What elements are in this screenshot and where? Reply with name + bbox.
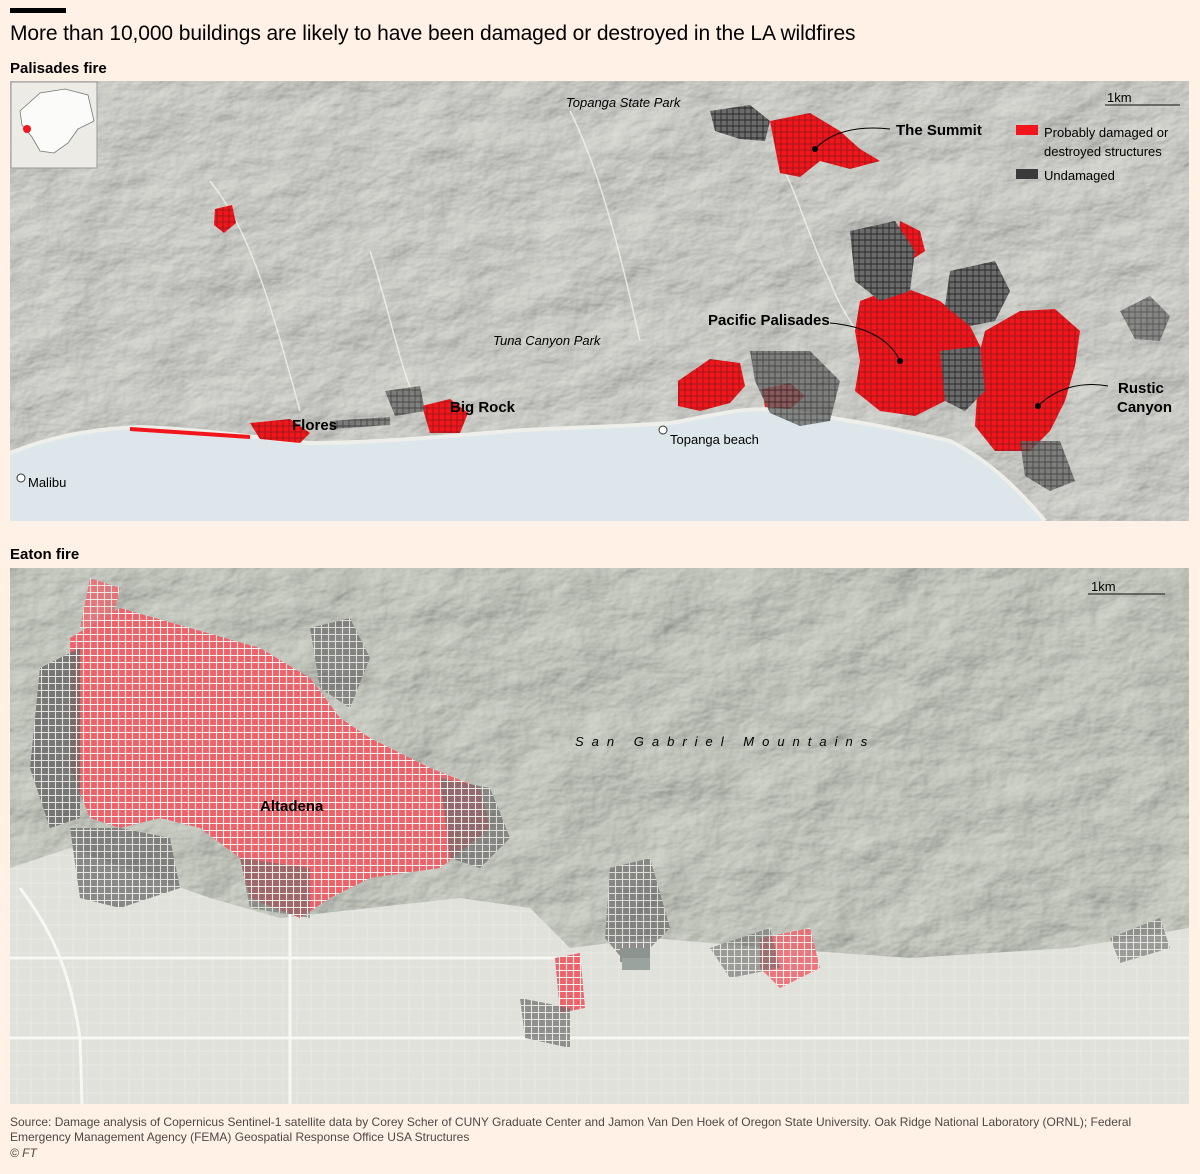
credit: © FT [10, 1146, 37, 1160]
legend-damaged-label-2: destroyed structures [1044, 144, 1162, 159]
rustic-canyon-marker [1035, 403, 1041, 409]
damaged-structures-eaton [70, 578, 820, 1013]
topanga-state-park-label: Topanga State Park [566, 95, 682, 110]
pacific-palisades-marker [897, 358, 903, 364]
place-label-the-summit: The Summit [896, 122, 982, 139]
place-label-big-rock: Big Rock [450, 399, 516, 416]
page-title: More than 10,000 buildings are likely to… [10, 22, 856, 45]
place-label-flores: Flores [292, 417, 337, 434]
place-label-canyon: Canyon [1117, 399, 1172, 416]
rustic-canyon-leader [1037, 384, 1109, 407]
legend-undamaged-label: Undamaged [1044, 168, 1115, 183]
legend-undamaged-swatch [1016, 169, 1038, 179]
pacific-palisades-leader [829, 322, 901, 362]
place-label-rustic: Rustic [1118, 380, 1164, 397]
source-note: Source: Damage analysis of Copernicus Se… [10, 1115, 1132, 1144]
eaton-map: 1km San Gabriel Mountains Altadena [10, 568, 1189, 1104]
palisades-scale-label: 1km [1107, 90, 1132, 105]
palisades-scale-bar: 1km [1105, 90, 1180, 106]
eaton-scale-bar: 1km [1088, 579, 1165, 595]
undamaged-structures-eaton [30, 618, 1170, 1048]
place-label-topanga-beach: Topanga beach [670, 432, 759, 447]
legend-damaged-swatch [1016, 125, 1038, 135]
eaton-scale-label: 1km [1091, 579, 1116, 594]
summit-leader [814, 127, 891, 150]
topanga-beach-marker [658, 425, 668, 435]
locator-inset [10, 81, 98, 169]
ocean [10, 409, 1045, 521]
place-label-malibu: Malibu [28, 475, 66, 490]
header-rule [10, 8, 66, 13]
range-label-san-gabriel: San Gabriel Mountains [575, 734, 875, 749]
tuna-canyon-park-label: Tuna Canyon Park [493, 333, 602, 348]
legend: Probably damaged or destroyed structures… [1016, 125, 1169, 183]
palisades-heading: Palisades fire [10, 60, 107, 77]
basin-2 [622, 958, 650, 970]
palisades-map: 1km Probably damaged or destroyed struct… [10, 81, 1189, 521]
place-label-pacific-palisades: Pacific Palisades [708, 312, 830, 329]
undamaged-structures [330, 105, 1170, 491]
malibu-marker [16, 473, 26, 483]
summit-marker [812, 146, 818, 152]
eaton-heading: Eaton fire [10, 546, 80, 563]
shoreline [10, 407, 1047, 521]
place-label-altadena: Altadena [260, 798, 324, 815]
legend-damaged-label-1: Probably damaged or [1044, 125, 1169, 140]
